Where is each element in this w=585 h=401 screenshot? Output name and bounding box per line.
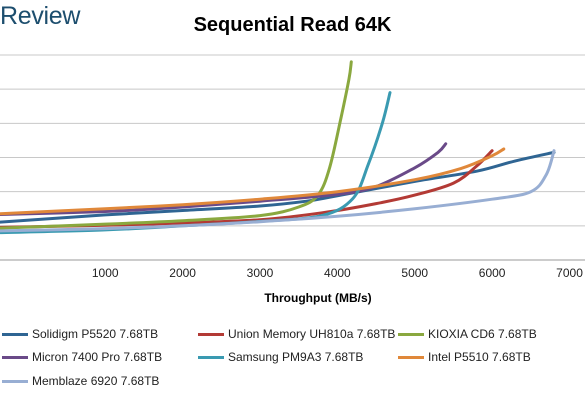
series-line [0,142,448,217]
x-tick-label: 1000 [92,266,119,280]
x-axis-label: Throughput (MB/s) [264,291,371,305]
legend-swatch [2,332,28,336]
legend-label: Samsung PM9A3 7.68TB [228,350,364,364]
x-tick-labels: 1000 2000 3000 4000 5000 6000 7000 [92,266,583,280]
series-line [0,60,353,230]
x-tick-label: 3000 [247,266,274,280]
legend-swatch [2,379,28,383]
legend-label: Intel P5510 7.68TB [428,350,531,364]
brand-logo: Review [0,2,81,30]
gridlines [0,54,585,227]
legend-item: Samsung PM9A3 7.68TB [198,350,363,364]
x-tick-label: 7000 [556,266,583,280]
legend-item: KIOXIA CD6 7.68TB [398,327,537,341]
x-tick-label: 6000 [479,266,506,280]
legend-item: Memblaze 6920 7.68TB [2,374,159,388]
chart-title: Sequential Read 64K [193,14,392,36]
legend-item: Union Memory UH810a 7.68TB [198,327,395,341]
legend-label: Solidigm P5520 7.68TB [32,327,159,341]
legend-swatch [198,332,224,336]
x-tick-label: 4000 [324,266,351,280]
legend-item: Intel P5510 7.68TB [398,350,531,364]
legend-label: Memblaze 6920 7.68TB [32,374,160,388]
series-lines [0,60,556,235]
series-line [0,149,556,233]
legend-label: KIOXIA CD6 7.68TB [428,327,537,341]
legend-item: Micron 7400 Pro 7.68TB [2,350,162,364]
legend-label: Micron 7400 Pro 7.68TB [32,350,163,364]
legend-swatch [198,355,224,359]
legend-label: Union Memory UH810a 7.68TB [228,327,396,341]
series-line [0,147,506,216]
legend-swatch [398,332,424,336]
legend-swatch [2,355,28,359]
legend-item: Solidigm P5520 7.68TB [2,327,158,341]
legend-swatch [398,355,424,359]
x-tick-label: 5000 [401,266,428,280]
x-tick-label: 2000 [169,266,196,280]
